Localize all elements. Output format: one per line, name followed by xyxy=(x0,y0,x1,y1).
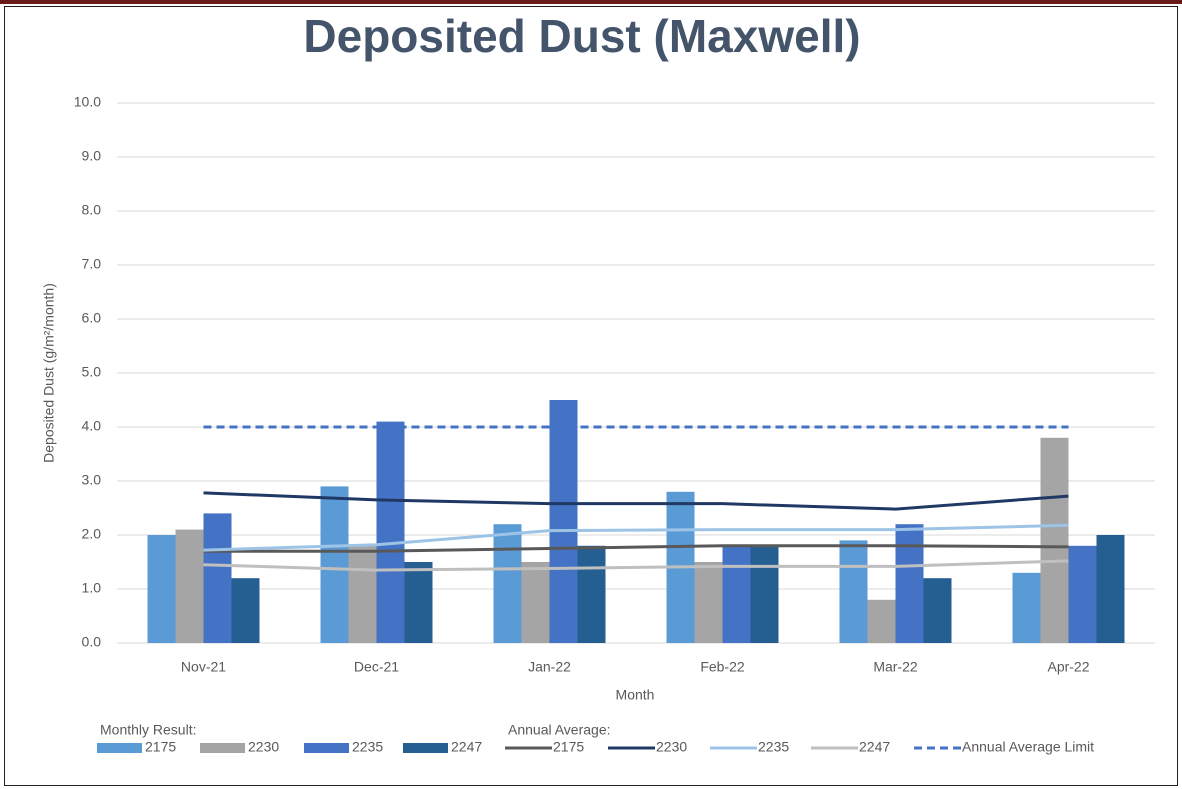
y-tick-label: 0.0 xyxy=(82,634,102,650)
y-tick-label: 1.0 xyxy=(82,580,102,596)
legend-swatch xyxy=(200,743,245,753)
x-tick-label: Apr-22 xyxy=(1047,659,1089,675)
x-axis-label: Month xyxy=(616,687,655,703)
bar xyxy=(1012,572,1041,643)
bar xyxy=(175,529,204,643)
legend-swatch xyxy=(304,743,349,753)
legend-label: 2235 xyxy=(758,739,789,755)
line-series xyxy=(203,523,1069,552)
top-border xyxy=(0,0,1182,4)
y-tick-label: 6.0 xyxy=(82,310,102,326)
legend-label: 2175 xyxy=(145,739,176,755)
bar xyxy=(722,545,751,643)
y-tick-label: 8.0 xyxy=(82,202,102,218)
y-tick-label: 2.0 xyxy=(82,526,102,542)
bar xyxy=(867,599,896,643)
bar xyxy=(549,400,578,643)
bar xyxy=(521,562,550,643)
bar xyxy=(203,513,232,643)
bar xyxy=(147,535,176,643)
line-series xyxy=(203,491,1069,511)
y-tick-label: 10.0 xyxy=(74,94,101,110)
bar xyxy=(493,524,522,643)
bar xyxy=(376,421,405,643)
x-tick-label: Feb-22 xyxy=(700,659,745,675)
legend-label: 2230 xyxy=(656,739,687,755)
legend-group-label: Annual Average: xyxy=(508,722,611,738)
bar xyxy=(694,562,723,643)
y-tick-label: 5.0 xyxy=(82,364,102,380)
x-tick-label: Dec-21 xyxy=(354,659,399,675)
bar xyxy=(750,545,779,643)
bar xyxy=(320,486,349,643)
legend-label: 2235 xyxy=(352,739,383,755)
legend-label: 2247 xyxy=(859,739,890,755)
y-tick-label: 3.0 xyxy=(82,472,102,488)
y-axis-label: Deposited Dust (g/m²/month) xyxy=(41,283,57,463)
legend-swatch xyxy=(97,743,142,753)
legend-group-label: Monthly Result: xyxy=(100,722,196,738)
bar xyxy=(895,524,924,643)
bar xyxy=(231,578,260,643)
legend-swatch xyxy=(403,743,448,753)
y-tick-label: 4.0 xyxy=(82,418,102,434)
bar xyxy=(923,578,952,643)
y-tick-label: 7.0 xyxy=(82,256,102,272)
x-tick-label: Mar-22 xyxy=(873,659,918,675)
bar xyxy=(839,540,868,643)
legend-label: 2230 xyxy=(248,739,279,755)
bar xyxy=(1096,535,1125,643)
frame xyxy=(4,6,1178,786)
bar xyxy=(404,562,433,643)
bar xyxy=(348,545,377,643)
legend-label: 2175 xyxy=(553,739,584,755)
bar xyxy=(1040,437,1069,643)
bar xyxy=(577,545,606,643)
y-tick-label: 9.0 xyxy=(82,148,102,164)
chart-title: Deposited Dust (Maxwell) xyxy=(303,10,860,62)
x-tick-label: Nov-21 xyxy=(181,659,226,675)
legend-label: Annual Average Limit xyxy=(962,739,1094,755)
line-series xyxy=(203,544,1069,553)
line-series xyxy=(203,559,1069,572)
legend-label: 2247 xyxy=(451,739,482,755)
bar xyxy=(1068,545,1097,643)
x-tick-label: Jan-22 xyxy=(528,659,571,675)
